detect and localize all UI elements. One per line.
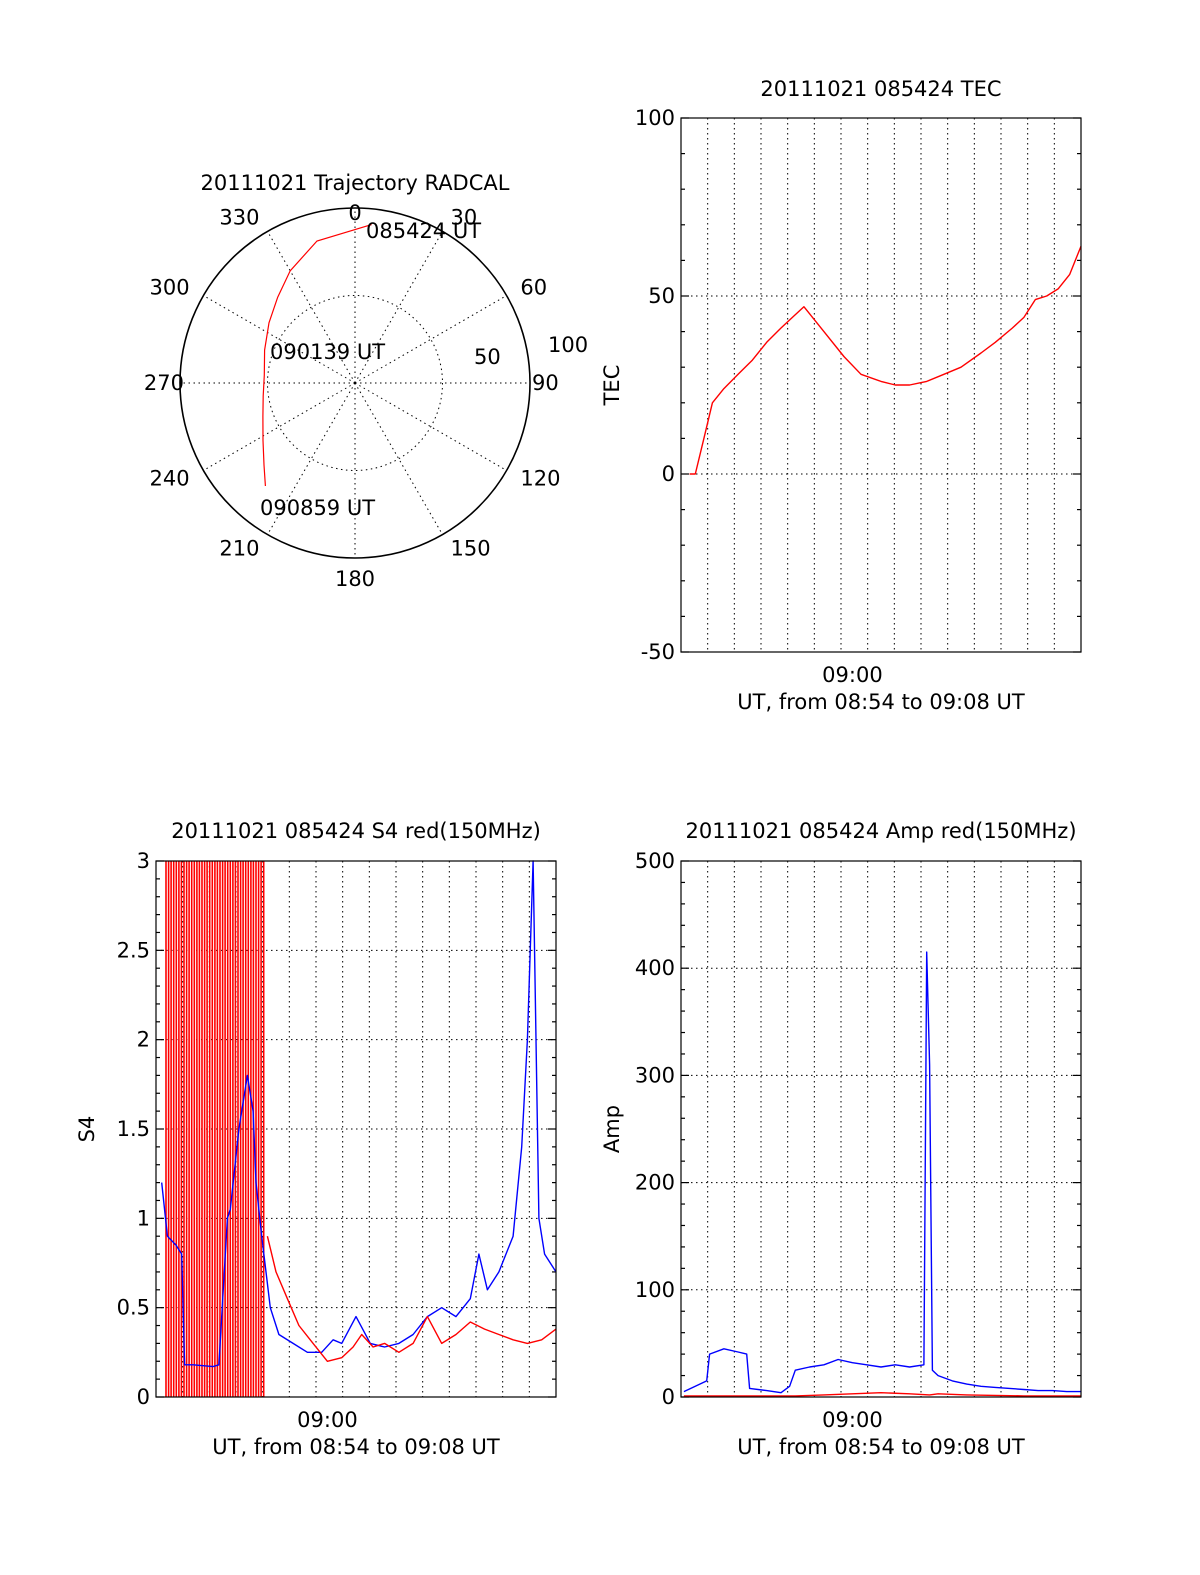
- polar-title: 20111021 Trajectory RADCAL: [201, 171, 510, 195]
- polar-panel: 20111021 Trajectory RADCAL 0 30 60 90 12…: [144, 171, 588, 591]
- angle-label-180: 180: [335, 567, 375, 591]
- s4-y-label: S4: [75, 1116, 99, 1143]
- polar-spoke-240: [203, 382, 356, 471]
- y-tick-label: 400: [635, 956, 675, 980]
- angle-label-270: 270: [144, 371, 184, 395]
- s4-x-label: UT, from 08:54 to 09:08 UT: [212, 1435, 500, 1459]
- angle-label-240: 240: [150, 467, 190, 491]
- y-tick-label: 300: [635, 1063, 675, 1087]
- polar-spoke-120: [354, 382, 507, 471]
- tec-y-ticks: -50 0 50 100: [635, 106, 675, 664]
- tec-grid: [681, 117, 1081, 653]
- tec-x-label: UT, from 08:54 to 09:08 UT: [737, 690, 1025, 714]
- amp-x-label: UT, from 08:54 to 09:08 UT: [737, 1435, 1025, 1459]
- tec-series: [689, 245, 1082, 475]
- polar-spoke-330: [267, 231, 356, 384]
- amp-x-tick-label: 09:00: [822, 1408, 883, 1432]
- angle-label-210: 210: [219, 536, 259, 560]
- s4-red-saturated-bars: [165, 861, 265, 1397]
- angle-label-300: 300: [150, 276, 190, 300]
- s4-panel: 20111021 085424 S4 red(150MHz) 0 0.5 1 1.5 2…: [75, 819, 557, 1459]
- y-tick-label: 50: [648, 284, 675, 308]
- y-tick-label: 1: [137, 1206, 150, 1230]
- polar-spoke-300: [203, 295, 356, 384]
- angle-label-150: 150: [451, 536, 491, 560]
- s4-series: [161, 860, 557, 1397]
- y-tick-label: -50: [641, 640, 675, 664]
- angle-label-0: 0: [348, 201, 361, 225]
- y-tick-label: 200: [635, 1171, 675, 1195]
- tec-plot-frame: [680, 117, 1082, 653]
- y-tick-label: 0: [662, 1385, 675, 1409]
- series-line-0: [683, 951, 1081, 1394]
- amp-grid: [681, 860, 1081, 1398]
- angle-label-60: 60: [520, 276, 547, 300]
- polar-outer-circle: [179, 207, 531, 559]
- y-tick-label: 2: [137, 1028, 150, 1052]
- polar-inner-circle: [267, 295, 443, 471]
- y-tick-label: 3: [137, 849, 150, 873]
- y-tick-label: 500: [635, 849, 675, 873]
- polar-spoke-150: [354, 382, 443, 535]
- tec-y-label: TEC: [600, 365, 624, 407]
- y-tick-label: 0: [662, 462, 675, 486]
- y-tick-label: 0: [137, 1385, 150, 1409]
- polar-spokes: [180, 208, 530, 558]
- series-line-1: [683, 1391, 1081, 1397]
- angle-label-330: 330: [219, 206, 259, 230]
- y-tick-label: 2.5: [117, 938, 150, 962]
- tec-panel: 20111021 085424 TEC -50 0 50 100 09:00 UT, …: [600, 77, 1082, 714]
- y-tick-label: 0.5: [117, 1296, 150, 1320]
- s4-x-tick-label: 09:00: [297, 1408, 358, 1432]
- tec-x-tick-label: 09:00: [822, 663, 883, 687]
- polar-spoke-60: [354, 295, 507, 384]
- series-line-0: [689, 245, 1082, 475]
- radius-label-100: 100: [548, 333, 588, 357]
- y-tick-label: 1.5: [117, 1117, 150, 1141]
- angle-label-90: 90: [532, 371, 559, 395]
- polar-spoke-30: [354, 231, 443, 384]
- s4-title: 20111021 085424 S4 red(150MHz): [171, 819, 541, 843]
- amp-title: 20111021 085424 Amp red(150MHz): [685, 819, 1076, 843]
- series-line-0: [161, 860, 557, 1368]
- annotation-start-time: 085424 UT: [366, 219, 481, 243]
- annotation-end-time: 090859 UT: [260, 496, 375, 520]
- polar-angle-labels: 0 30 60 90 120 150 180 210 240 270 300 3…: [144, 201, 561, 591]
- series-line-1: [266, 1236, 557, 1363]
- s4-y-ticks: 0 0.5 1 1.5 2 2.5 3: [117, 849, 150, 1409]
- tec-title: 20111021 085424 TEC: [760, 77, 1001, 101]
- amp-plot-frame: [680, 860, 1082, 1398]
- angle-label-120: 120: [520, 467, 560, 491]
- amp-y-label: Amp: [600, 1105, 624, 1153]
- amp-y-ticks: 0 100 200 300 400 500: [635, 849, 675, 1409]
- s4-plot-frame: [155, 860, 557, 1398]
- trajectory-line: [262, 224, 372, 487]
- angle-label-30: 30: [451, 206, 478, 230]
- y-tick-label: 100: [635, 106, 675, 130]
- amp-panel: 20111021 085424 Amp red(150MHz) 0 100 200 3…: [600, 819, 1082, 1459]
- annotation-mid-time: 090139 UT: [270, 340, 385, 364]
- polar-spoke-210: [267, 382, 356, 535]
- radius-label-50: 50: [474, 345, 501, 369]
- amp-series: [683, 951, 1081, 1397]
- y-tick-label: 100: [635, 1278, 675, 1302]
